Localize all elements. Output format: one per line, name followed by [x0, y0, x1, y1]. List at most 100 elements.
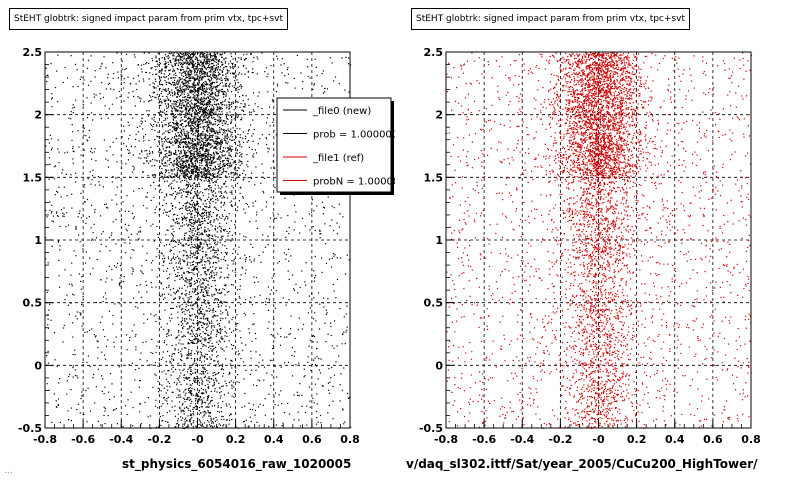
scatter-point [190, 373, 192, 375]
scatter-point [177, 149, 179, 152]
scatter-point [199, 152, 201, 154]
scatter-point [48, 157, 51, 159]
scatter-point [173, 292, 175, 294]
scatter-point [183, 397, 185, 399]
scatter-point [204, 114, 206, 116]
scatter-point [198, 108, 200, 110]
scatter-point [182, 323, 184, 325]
scatter-point [226, 346, 228, 348]
scatter-point [240, 160, 242, 163]
scatter-point [196, 146, 198, 148]
scatter-point [172, 391, 174, 393]
scatter-point [166, 195, 168, 197]
scatter-point [300, 72, 302, 74]
scatter-point [272, 345, 274, 347]
scatter-point [203, 344, 206, 346]
scatter-point [279, 344, 282, 346]
scatter-point [205, 392, 207, 394]
scatter-point [233, 344, 235, 347]
scatter-point [70, 274, 72, 276]
scatter-point [189, 143, 191, 145]
scatter-point [190, 279, 192, 281]
scatter-point [164, 112, 166, 114]
scatter-point [57, 191, 59, 193]
scatter-point [203, 422, 205, 424]
scatter-point [203, 157, 205, 159]
scatter-point [201, 402, 203, 404]
scatter-point [330, 266, 333, 268]
scatter-point [228, 98, 231, 100]
scatter-point [167, 125, 170, 128]
scatter-point [168, 284, 170, 286]
scatter-point [63, 215, 65, 218]
scatter-point [123, 82, 125, 84]
scatter-point [181, 81, 183, 83]
scatter-point [217, 315, 219, 317]
scatter-point [181, 292, 183, 295]
scatter-point [267, 286, 269, 288]
scatter-point [266, 143, 268, 146]
scatter-point [272, 99, 274, 101]
scatter-point [187, 286, 189, 288]
scatter-point [196, 158, 198, 160]
scatter-point [206, 149, 209, 151]
scatter-point [202, 294, 204, 296]
scatter-point [221, 364, 223, 367]
scatter-point [189, 315, 191, 317]
scatter-point [197, 119, 199, 121]
scatter-point [220, 407, 222, 409]
scatter-point [183, 271, 185, 273]
scatter-point [184, 284, 186, 286]
scatter-point [140, 64, 143, 66]
scatter-point [220, 202, 222, 204]
scatter-point [194, 388, 196, 391]
scatter-point [196, 365, 198, 367]
scatter-point [58, 382, 60, 384]
scatter-point [244, 405, 246, 407]
scatter-point [194, 118, 196, 120]
scatter-point [194, 114, 196, 116]
scatter-point [170, 170, 172, 172]
scatter-point [170, 307, 172, 310]
scatter-point [182, 157, 184, 160]
scatter-point [197, 127, 199, 129]
scatter-point [221, 88, 223, 91]
scatter-point [184, 170, 186, 172]
scatter-point [244, 73, 246, 75]
scatter-point [89, 151, 92, 153]
scatter-point [197, 143, 199, 145]
scatter-point [197, 128, 199, 130]
scatter-point [237, 176, 239, 178]
scatter-point [198, 340, 200, 342]
scatter-point [162, 261, 165, 263]
scatter-point [204, 266, 206, 268]
scatter-point [224, 163, 226, 165]
scatter-point [204, 144, 206, 146]
scatter-point [113, 265, 116, 267]
scatter-point [252, 404, 254, 406]
scatter-point [186, 263, 189, 265]
scatter-point [195, 230, 197, 232]
scatter-point [228, 106, 230, 108]
scatter-point [82, 125, 84, 127]
scatter-point [182, 89, 184, 91]
scatter-point [252, 246, 254, 249]
scatter-point [163, 177, 165, 179]
scatter-point [184, 106, 187, 108]
scatter-point [158, 362, 160, 364]
scatter-point [160, 405, 162, 407]
scatter-point [211, 422, 213, 424]
scatter-point [225, 358, 227, 360]
scatter-point [196, 141, 199, 143]
scatter-point [198, 419, 200, 421]
scatter-point [139, 153, 141, 155]
scatter-point [195, 362, 197, 365]
scatter-point [206, 310, 208, 312]
scatter-point [332, 284, 334, 286]
scatter-point [218, 116, 220, 118]
scatter-point [192, 93, 194, 95]
scatter-point [181, 354, 183, 356]
scatter-point [163, 298, 165, 300]
scatter-point [322, 385, 324, 387]
scatter-point [272, 335, 274, 337]
